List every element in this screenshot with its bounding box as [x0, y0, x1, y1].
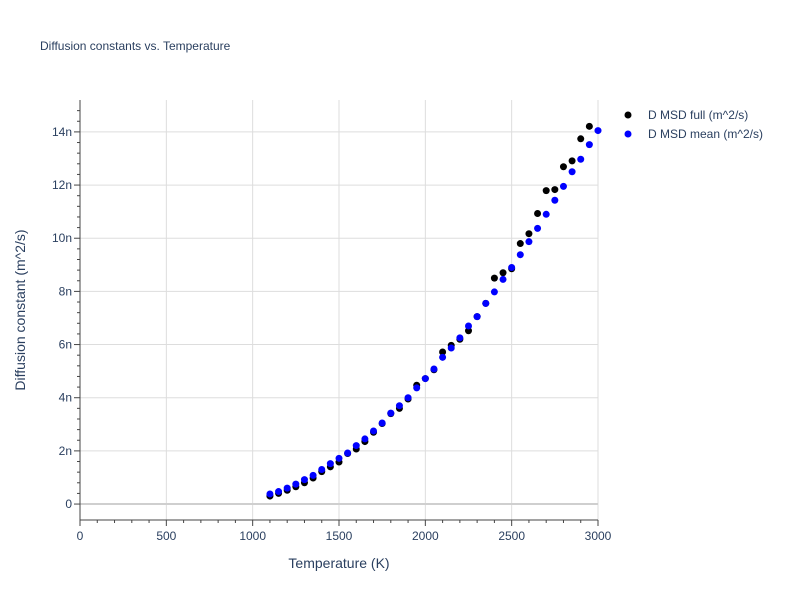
data-point: [551, 196, 559, 204]
data-point: [275, 488, 283, 496]
data-point: [378, 419, 386, 427]
data-point: [499, 269, 507, 277]
y-tick-label: 0: [65, 497, 72, 511]
data-point: [490, 288, 498, 296]
data-point: [361, 435, 369, 443]
data-point: [577, 155, 585, 163]
data-point: [594, 127, 602, 135]
data-point: [413, 384, 421, 392]
x-tick-label: 3000: [585, 529, 612, 543]
data-point: [516, 251, 524, 259]
x-tick-label: 500: [156, 529, 176, 543]
legend-label: D MSD full (m^2/s): [648, 108, 748, 122]
grid-layer: [80, 100, 599, 520]
x-tick-label: 2000: [412, 529, 439, 543]
data-point: [292, 480, 300, 488]
data-point: [447, 344, 455, 352]
data-point: [559, 163, 567, 171]
data-point: [516, 240, 524, 248]
data-point: [439, 348, 447, 356]
data-point: [577, 135, 585, 143]
data-point: [585, 141, 593, 149]
data-point: [568, 157, 576, 165]
x-tick-label: 2500: [498, 529, 525, 543]
x-axis-title: Temperature (K): [288, 555, 389, 571]
data-point: [482, 299, 490, 307]
data-point: [542, 210, 550, 218]
data-point: [352, 442, 360, 450]
data-point: [335, 454, 343, 462]
x-tick-label: 1000: [239, 529, 266, 543]
data-point: [439, 353, 447, 361]
y-axis-title: Diffusion constant (m^2/s): [12, 229, 28, 390]
data-point: [525, 230, 533, 238]
data-point: [525, 238, 533, 246]
y-tick-label: 8n: [59, 284, 72, 298]
series-1: [266, 127, 602, 498]
y-tick-label: 6n: [59, 338, 72, 352]
data-point: [534, 210, 542, 218]
legend-marker: [624, 130, 632, 138]
data-point: [542, 187, 550, 195]
data-point: [344, 449, 352, 457]
x-tick-label: 0: [77, 529, 84, 543]
data-point: [490, 274, 498, 282]
legend[interactable]: D MSD full (m^2/s) D MSD mean (m^2/s): [624, 108, 763, 141]
data-point: [585, 122, 593, 130]
data-point: [473, 313, 481, 321]
data-point: [370, 427, 378, 435]
legend-item[interactable]: D MSD full (m^2/s): [624, 108, 749, 122]
data-point: [534, 224, 542, 232]
data-point: [568, 168, 576, 176]
y-tick-label: 4n: [59, 391, 72, 405]
data-point: [508, 263, 516, 271]
data-point: [404, 394, 412, 402]
data-point: [300, 476, 308, 484]
y-tick-label: 12n: [52, 178, 72, 192]
axis-layer: [74, 100, 599, 526]
data-point: [387, 409, 395, 417]
data-point: [559, 182, 567, 190]
legend-label: D MSD mean (m^2/s): [648, 127, 763, 141]
data-point: [326, 460, 334, 468]
data-point: [266, 490, 274, 498]
data-point: [465, 327, 472, 335]
tick-label-layer: 0 500 1000 1500 2000 2500 3000 0 2n 4n 6n 8n 10n 12n 1…: [52, 125, 612, 543]
data-point: [551, 186, 559, 194]
legend-marker: [624, 111, 632, 119]
chart-title: Diffusion constants vs. Temperature: [40, 39, 231, 53]
data-point: [499, 275, 507, 283]
x-tick-label: 1500: [326, 529, 353, 543]
data-point: [421, 375, 429, 383]
y-tick-label: 2n: [59, 444, 72, 458]
data-point: [283, 484, 291, 492]
data-point: [309, 471, 317, 479]
data-point: [430, 365, 438, 373]
data-point: [395, 402, 403, 410]
legend-item[interactable]: D MSD mean (m^2/s): [624, 127, 763, 141]
data-point: [465, 322, 472, 330]
y-tick-label: 10n: [52, 231, 72, 245]
data-point: [456, 334, 464, 342]
y-tick-label: 14n: [52, 125, 72, 139]
series-layer: [266, 122, 602, 500]
data-point: [318, 465, 326, 473]
